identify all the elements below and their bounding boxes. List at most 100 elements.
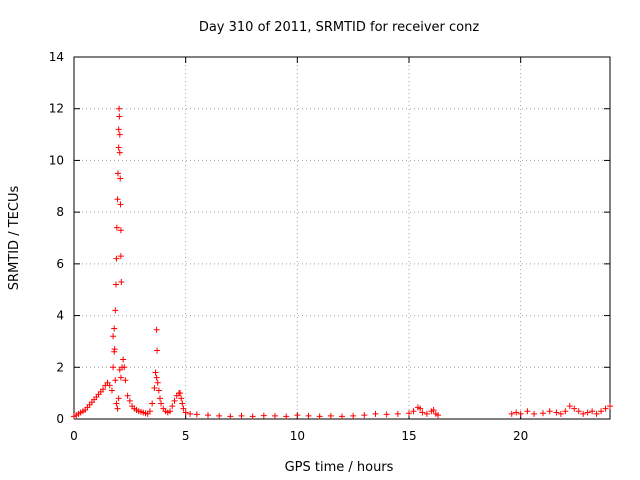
data-point [171,397,178,404]
data-point [121,364,128,371]
data-point [115,144,122,151]
data-points [71,105,613,420]
x-tick-label: 15 [401,429,416,443]
x-axis-label: GPS time / hours [285,460,394,475]
data-point [149,400,156,407]
data-point [435,412,442,419]
data-point [108,387,115,394]
data-point [122,377,129,384]
data-point [272,412,278,419]
chart-title: Day 310 of 2011, SRMTID for receiver con… [199,20,480,35]
y-tick-label: 0 [56,412,64,426]
data-point [546,408,553,415]
data-point [146,408,153,415]
data-point [305,412,312,419]
data-point [153,326,160,333]
data-point [110,333,117,340]
y-tick-label: 12 [49,102,64,116]
grid [74,57,610,419]
x-tick-label: 20 [513,429,528,443]
data-point [607,403,613,410]
data-point [116,131,123,138]
data-point [531,410,538,417]
data-point [112,377,119,384]
y-tick-label: 10 [49,153,64,167]
data-point [562,408,569,415]
data-point [106,382,113,389]
data-point [124,392,131,399]
data-point [113,224,120,231]
y-axis-label: SRMTID / TECUs [7,186,22,291]
data-point [294,412,301,419]
tick-marks [73,56,610,420]
data-point [238,412,245,419]
data-point [423,410,430,417]
data-point [114,196,121,203]
data-point [112,281,119,288]
data-point [350,412,357,419]
data-point [508,410,515,417]
data-point [110,364,117,371]
data-point [117,253,124,260]
data-point [394,410,401,417]
data-point [113,400,120,407]
data-point [584,409,591,416]
data-point [114,170,121,177]
data-point [575,408,582,415]
data-point [193,411,200,418]
data-point [598,408,605,415]
data-point [115,126,122,133]
data-point [553,409,560,416]
data-point [152,369,159,376]
data-point [205,412,211,419]
data-point [361,412,368,419]
data-point [120,356,127,363]
data-point [179,400,186,407]
data-point [126,397,133,404]
data-point [593,410,600,417]
y-tick-label: 8 [56,205,64,219]
data-point [116,113,123,120]
y-tick-label: 6 [56,257,64,271]
data-point [339,413,345,420]
data-point [178,395,185,402]
data-point [283,413,290,420]
data-point [118,278,125,285]
tick-labels: 0 5 10 15 20 0 2 4 6 8 10 12 14 [49,50,529,443]
data-point [155,387,162,394]
data-point [517,410,524,417]
data-point [117,201,124,208]
data-point [116,105,123,112]
data-point [167,408,174,415]
data-point [112,307,119,314]
x-tick-label: 10 [290,429,305,443]
data-point [524,408,531,415]
data-point [115,395,122,402]
data-point [169,403,176,410]
data-point [419,409,426,416]
y-tick-label: 4 [56,309,64,323]
data-point [327,412,334,419]
data-point [557,410,564,417]
data-point [153,374,160,381]
x-tick-label: 5 [182,429,190,443]
data-point [117,175,124,182]
data-point [117,374,124,381]
data-point [406,410,412,417]
y-tick-label: 2 [56,360,64,374]
data-point [182,409,189,416]
data-point [111,346,118,353]
data-point [151,384,158,391]
data-point [566,403,573,410]
data-point [249,413,256,420]
data-point [114,405,121,412]
data-point [158,400,165,407]
data-point [154,347,161,354]
data-point [113,255,120,262]
data-point [589,408,596,415]
data-point [540,410,546,417]
data-point [602,405,609,412]
data-point [227,413,234,420]
data-point [580,410,587,417]
